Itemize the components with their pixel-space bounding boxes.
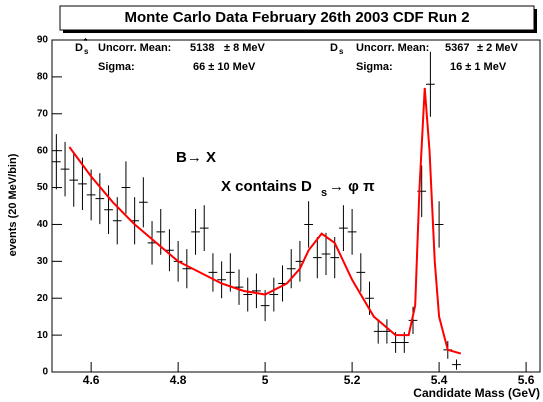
y-tick-label: 50 xyxy=(37,182,49,193)
stat-symbol: D xyxy=(330,42,338,54)
data-point xyxy=(121,161,131,214)
data-point xyxy=(243,277,253,312)
y-tick-label: 20 xyxy=(37,293,49,304)
stat-mean: 5367 xyxy=(445,42,469,54)
data-point xyxy=(52,134,61,190)
data-point xyxy=(286,249,296,289)
data-point xyxy=(252,273,261,309)
stat-sigma-label: Sigma: xyxy=(98,61,135,73)
annotation: X contains D xyxy=(221,178,312,195)
stat-mean-label: Uncorr. Mean: xyxy=(98,42,171,54)
stat-mean-err: ± 8 MeV xyxy=(224,42,266,54)
data-point xyxy=(104,185,113,235)
data-point xyxy=(452,359,461,370)
y-tick-label: 70 xyxy=(37,108,49,119)
data-point xyxy=(321,232,331,275)
data-point xyxy=(234,269,244,305)
data-point xyxy=(426,51,435,117)
y-tick-label: 90 xyxy=(37,35,49,46)
data-point xyxy=(60,141,70,197)
data-point xyxy=(217,261,226,299)
data-point xyxy=(95,173,105,225)
data-point xyxy=(269,277,279,312)
stat-mean: 5138 xyxy=(190,42,214,54)
y-tick-label: 40 xyxy=(37,219,49,230)
annotation: B→ X xyxy=(176,149,216,166)
y-tick-label: 30 xyxy=(37,256,49,267)
data-point xyxy=(347,208,357,255)
x-tick-label: 5.4 xyxy=(431,373,448,387)
y-tick-label: 0 xyxy=(42,367,48,378)
annotation-sub: s xyxy=(321,187,327,199)
x-tick-label: 5 xyxy=(262,373,269,387)
x-axis-label: Candidate Mass (GeV) xyxy=(413,386,540,400)
y-axis-label: events (20 MeV/bin) xyxy=(7,153,19,256)
data-point xyxy=(191,208,200,255)
annotation: → φ π xyxy=(329,178,375,195)
stat-sigma: 16 ± 1 MeV xyxy=(450,61,507,73)
stat-sigma: 66 ± 10 MeV xyxy=(193,61,256,73)
data-point xyxy=(339,205,348,252)
stat-sup: * xyxy=(84,37,88,46)
y-tick-label: 10 xyxy=(37,330,49,341)
stat-sub: s xyxy=(339,47,344,56)
stat-symbol: D xyxy=(75,42,83,54)
data-point xyxy=(312,236,322,279)
y-tick-label: 60 xyxy=(37,145,49,156)
stat-sub: s xyxy=(84,47,89,56)
data-point xyxy=(356,253,366,292)
x-tick-label: 4.6 xyxy=(83,373,100,387)
data-point xyxy=(208,253,218,292)
data-point xyxy=(138,177,148,228)
data-point xyxy=(225,253,235,292)
fit-curve xyxy=(68,87,462,355)
data-point xyxy=(182,249,192,289)
plot-frame xyxy=(51,39,541,373)
x-tick-label: 5.2 xyxy=(344,373,361,387)
data-point xyxy=(373,319,383,344)
stat-mean-err: ± 2 MeV xyxy=(477,42,519,54)
x-tick-label: 4.8 xyxy=(170,373,187,387)
x-tick-label: 5.6 xyxy=(518,373,535,387)
stat-mean-label: Uncorr. Mean: xyxy=(356,42,429,54)
chart-title: Monte Carlo Data February 26th 2003 CDF … xyxy=(124,9,469,26)
data-point xyxy=(434,201,444,248)
data-point xyxy=(78,157,87,211)
stat-sigma-label: Sigma: xyxy=(356,61,393,73)
data-point xyxy=(112,197,122,245)
data-point xyxy=(69,153,79,207)
title-box xyxy=(59,5,535,31)
y-tick-label: 80 xyxy=(37,72,49,83)
data-point xyxy=(304,201,313,248)
data-point xyxy=(199,205,209,252)
